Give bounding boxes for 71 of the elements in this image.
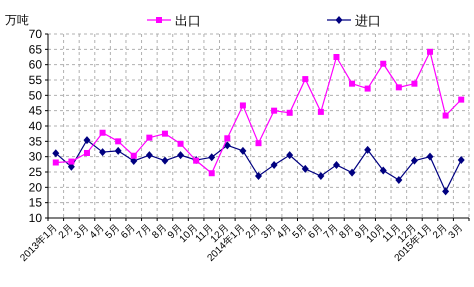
point [364, 146, 372, 154]
x-tick-label: 5月 [104, 222, 122, 242]
point [146, 151, 153, 160]
point [333, 54, 340, 60]
legend-label: 出口 [175, 13, 201, 28]
point [348, 168, 356, 177]
point [130, 152, 137, 159]
point [100, 130, 106, 136]
point [317, 172, 324, 180]
point [426, 152, 434, 161]
point [146, 134, 152, 141]
point [162, 130, 168, 137]
x-tick-label: 8月 [337, 222, 356, 242]
point [99, 148, 106, 156]
y-tick-label: 15 [28, 196, 42, 210]
y-tick-label: 10 [28, 211, 42, 225]
point [256, 140, 262, 146]
y-tick-label: 55 [28, 73, 42, 87]
legend-label: 进口 [355, 13, 381, 28]
point [68, 158, 74, 165]
point [52, 159, 59, 166]
point [458, 156, 465, 164]
point [84, 150, 90, 156]
point [52, 149, 60, 158]
y-tick-label: 25 [28, 165, 42, 179]
y-tick-label: 45 [28, 104, 42, 118]
point [178, 140, 184, 147]
point [395, 176, 402, 184]
point [410, 156, 418, 165]
point [240, 102, 246, 108]
point [442, 187, 450, 196]
point [115, 138, 122, 144]
x-tick-label: 3月 [259, 222, 278, 242]
y-tick-label: 40 [28, 119, 42, 133]
point [224, 135, 230, 142]
point [271, 108, 278, 114]
point [411, 80, 418, 87]
point [161, 156, 168, 165]
point [318, 108, 324, 115]
point [239, 146, 246, 155]
y-tick-label: 70 [28, 27, 42, 41]
point [427, 48, 434, 55]
point [396, 84, 402, 90]
point [208, 170, 215, 176]
point [177, 151, 184, 160]
point [364, 86, 371, 92]
y-tick-label: 50 [28, 88, 42, 102]
point [114, 146, 122, 155]
point [208, 153, 216, 162]
point [458, 96, 464, 103]
y-tick-label: 30 [28, 150, 42, 164]
y-tick-label: 35 [28, 134, 42, 148]
point [380, 60, 386, 67]
point [332, 160, 340, 169]
point [302, 164, 309, 173]
point [286, 151, 294, 160]
point [83, 136, 90, 144]
y-tick-label: 65 [28, 42, 42, 56]
point [286, 110, 293, 116]
point [442, 112, 449, 119]
point [255, 172, 262, 180]
point [302, 76, 308, 82]
point [224, 141, 231, 150]
point [380, 166, 387, 174]
y-tick-label: 20 [28, 180, 42, 194]
x-tick-label: 3月 [72, 222, 92, 242]
y-tick-label: 60 [28, 58, 42, 72]
x-tick-label: 7月 [134, 222, 154, 242]
point [349, 80, 356, 87]
y-axis-title: 万吨 [5, 13, 29, 27]
point [270, 160, 278, 169]
